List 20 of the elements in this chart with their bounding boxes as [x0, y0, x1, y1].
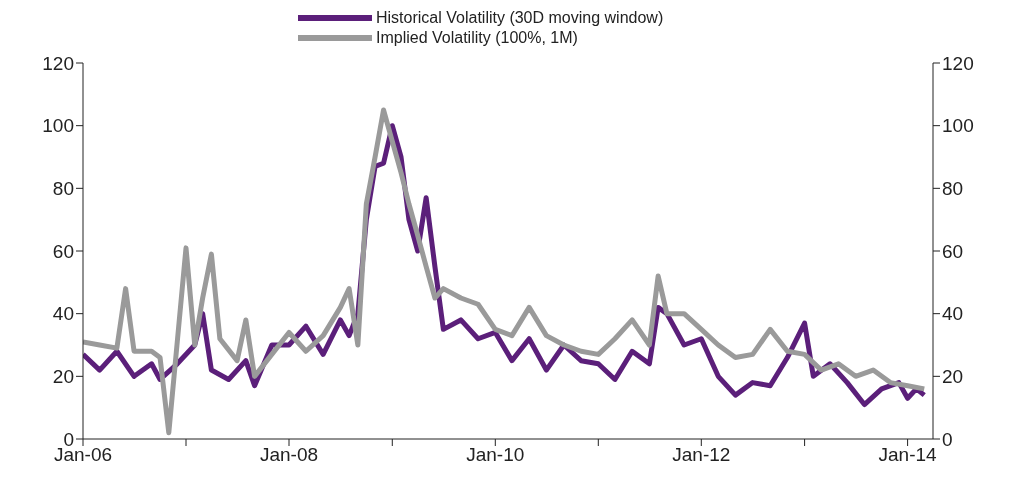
- y2-tick-label: 40: [942, 303, 964, 325]
- y-tick-label: 100: [42, 115, 74, 137]
- y-tick-label: 120: [42, 52, 74, 74]
- y2-tick-label: 100: [942, 115, 974, 137]
- y-tick-label: 40: [52, 303, 74, 325]
- x-tick-label: Jan-10: [466, 444, 525, 466]
- y2-tick-label: 20: [942, 366, 964, 388]
- y-tick-label: 80: [52, 178, 74, 200]
- y2-tick-label: 80: [942, 178, 964, 200]
- y2-tick-label: 60: [942, 240, 964, 262]
- y-tick-label: 0: [63, 428, 74, 450]
- y2-tick-label: 0: [942, 428, 953, 450]
- x-tick-label: Jan-14: [878, 444, 938, 466]
- y2-tick-label: 120: [942, 52, 974, 74]
- legend-label: Implied Volatility (100%, 1M): [376, 28, 578, 48]
- x-tick-label: Jan-08: [259, 444, 319, 466]
- x-tick-label: Jan-12: [672, 444, 731, 466]
- y-tick-label: 20: [52, 366, 74, 388]
- y-tick-label: 60: [52, 240, 74, 262]
- legend-label: Historical Volatility (30D moving window): [376, 8, 664, 28]
